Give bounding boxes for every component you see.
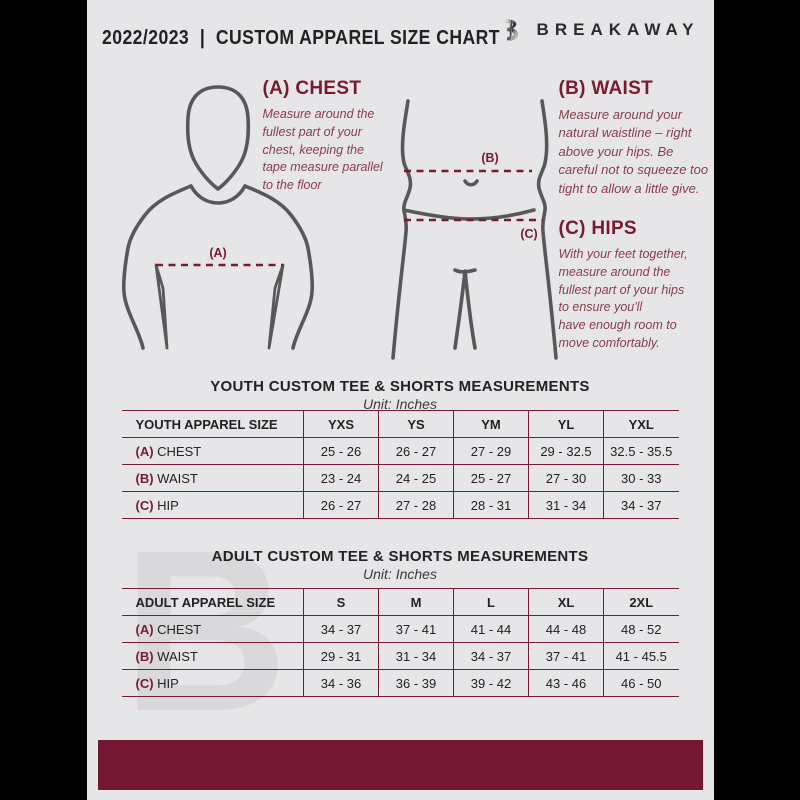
svg-text:(C): (C) <box>520 227 537 241</box>
svg-text:(B): (B) <box>481 151 498 165</box>
